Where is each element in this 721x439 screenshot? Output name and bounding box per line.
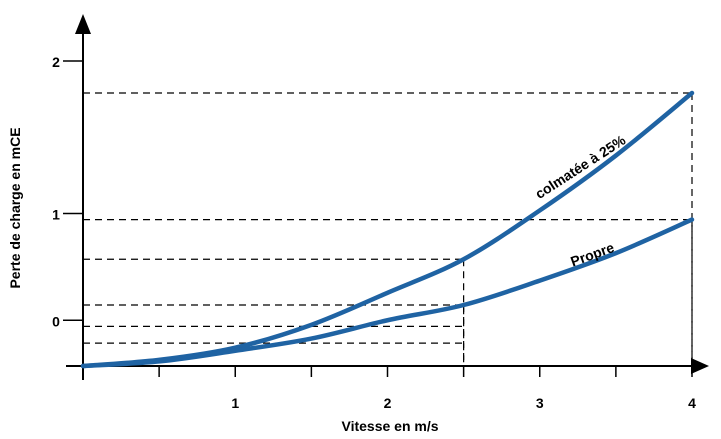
axes bbox=[66, 14, 709, 380]
x-axis-arrow-icon bbox=[691, 358, 709, 374]
y-tick-label: 2 bbox=[52, 54, 60, 70]
x-axis-label: Vitesse en m/s bbox=[341, 418, 438, 434]
ticks: 1 2 3 4 2 1 0 bbox=[52, 54, 696, 411]
series-label-propre: Propre bbox=[568, 239, 616, 270]
x-tick-label: 4 bbox=[688, 395, 696, 411]
reference-lines bbox=[83, 92, 693, 366]
series-line-colmatee bbox=[80, 90, 695, 369]
series-group bbox=[80, 90, 695, 369]
x-tick-label: 1 bbox=[231, 395, 239, 411]
y-axis-arrow-icon bbox=[75, 14, 91, 34]
x-tick-label: 2 bbox=[384, 395, 392, 411]
y-tick-label: 0 bbox=[52, 313, 60, 329]
y-tick-label: 1 bbox=[52, 207, 60, 223]
y-axis-label: Perte de charge en mCE bbox=[7, 127, 23, 288]
x-tick-label: 3 bbox=[536, 395, 544, 411]
series-label-colmatee: colmatée à 25% bbox=[532, 131, 629, 202]
series-line-propre bbox=[80, 217, 695, 369]
